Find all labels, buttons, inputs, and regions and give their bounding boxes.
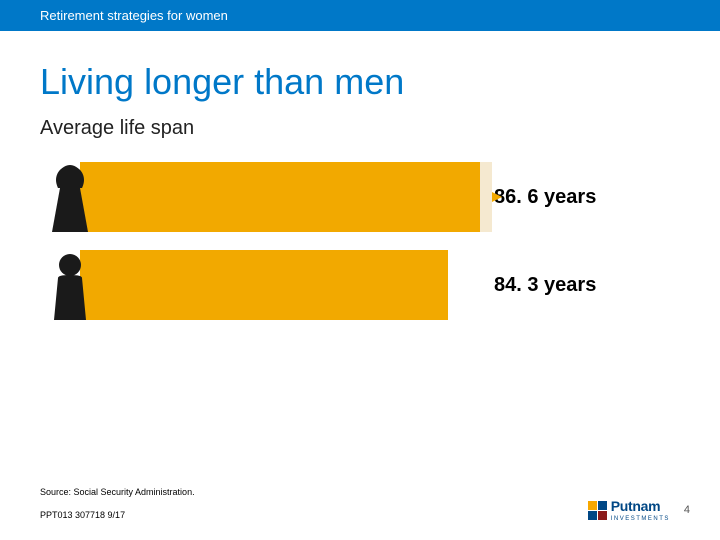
footer: Source: Social Security Administration. … <box>40 485 690 522</box>
chart-row-female: 86. 6 years <box>40 162 680 232</box>
header-category: Retirement strategies for women <box>40 8 228 23</box>
footer-text: Source: Social Security Administration. … <box>40 485 195 522</box>
bar-track <box>80 162 480 232</box>
lifespan-chart: 86. 6 years 84. 3 years <box>40 162 680 320</box>
bar-track <box>80 250 480 320</box>
arrow-icon <box>492 192 502 202</box>
logo-area: Putnam INVESTMENTS 4 <box>588 498 690 522</box>
page-title: Living longer than men <box>40 61 680 103</box>
slide: Retirement strategies for women Living l… <box>0 0 720 540</box>
bar-fill <box>80 250 448 320</box>
page-subtitle: Average life span <box>40 117 680 140</box>
value-label: 86. 6 years <box>494 186 596 209</box>
bar-fill <box>80 162 480 232</box>
female-silhouette-icon <box>40 162 100 232</box>
source-line: Source: Social Security Administration. <box>40 485 195 499</box>
header-bar: Retirement strategies for women <box>0 0 720 31</box>
value-label: 84. 3 years <box>494 274 596 297</box>
code-line: PPT013 307718 9/17 <box>40 508 195 522</box>
logo-subtext: INVESTMENTS <box>611 516 670 522</box>
putnam-logo: Putnam INVESTMENTS <box>588 498 670 522</box>
page-number: 4 <box>684 504 690 516</box>
logo-mark-icon <box>588 501 607 520</box>
chart-row-male: 84. 3 years <box>40 250 680 320</box>
male-silhouette-icon <box>40 250 100 320</box>
logo-wordmark: Putnam <box>611 498 661 514</box>
